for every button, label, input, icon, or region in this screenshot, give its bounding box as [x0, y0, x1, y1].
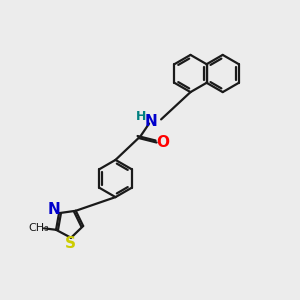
Text: CH₃: CH₃ — [28, 223, 49, 233]
Text: S: S — [65, 236, 76, 251]
Text: O: O — [157, 135, 170, 150]
Text: N: N — [47, 202, 60, 217]
Text: N: N — [145, 114, 158, 129]
Text: H: H — [136, 110, 146, 123]
